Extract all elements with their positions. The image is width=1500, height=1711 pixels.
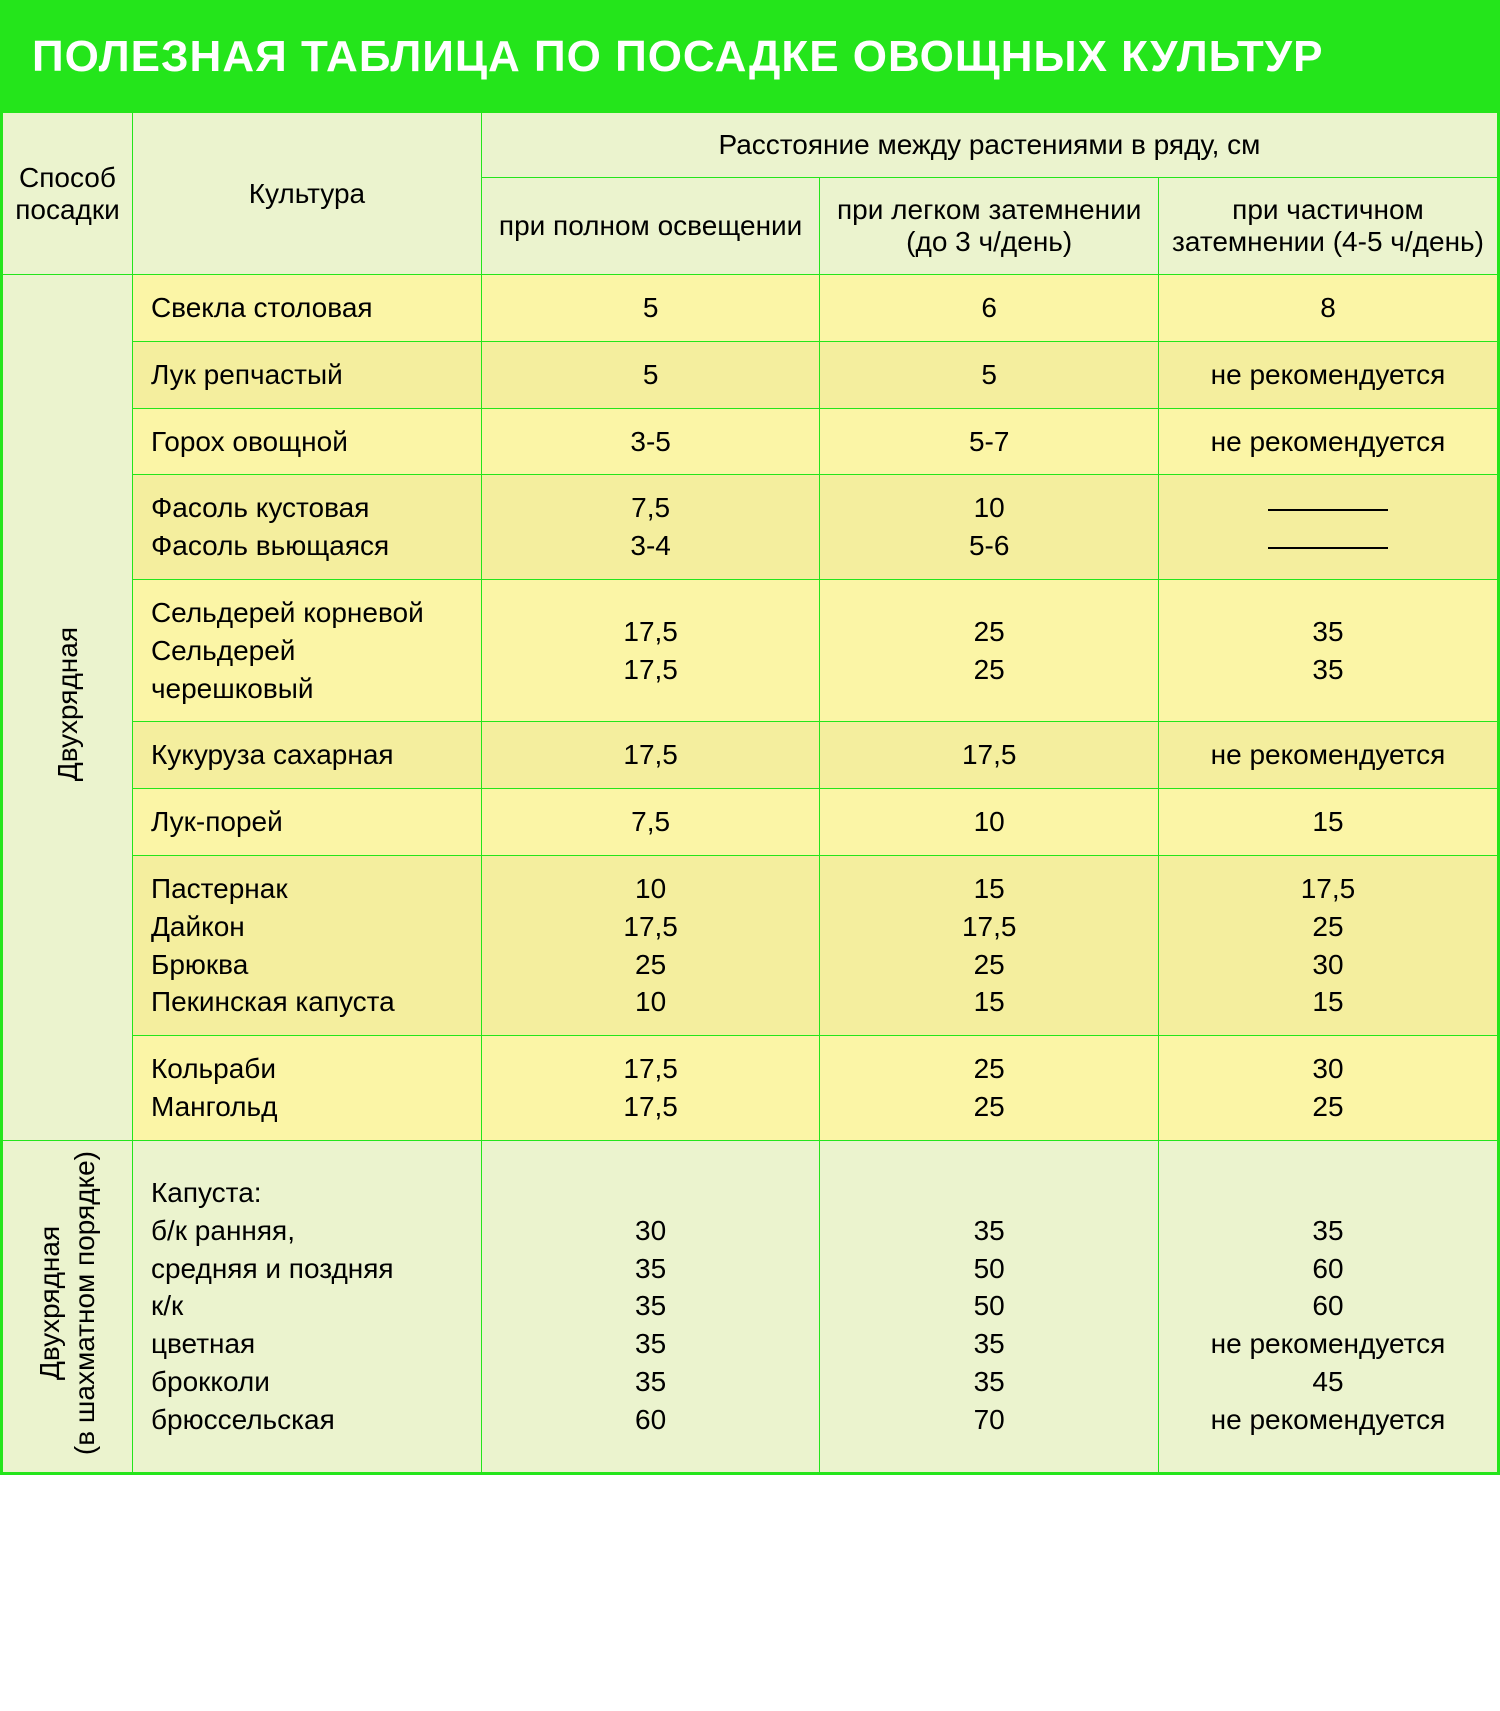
value-cell-1: 5 [481,341,820,408]
value-cell-3: не рекомендуется [1158,722,1497,789]
method-label: Двухрядная(в шахматном порядке) [32,1151,102,1455]
culture-cell: Сельдерей корневойСельдерей черешковый [132,579,481,721]
value-cell-1: 17,517,5 [481,579,820,721]
method-cell: Двухрядная(в шахматном порядке) [3,1140,133,1472]
table-row: Лук-порей7,51015 [3,789,1498,856]
culture-cell: КольрабиМангольд [132,1036,481,1141]
table-row: ПастернакДайконБрюкваПекинская капуста10… [3,855,1498,1035]
culture-cell: Горох овощной [132,408,481,475]
value-cell-2: 10 [820,789,1159,856]
culture-cell: Свекла столовая [132,275,481,342]
culture-cell: Кукуруза сахарная [132,722,481,789]
table-row: Фасоль кустоваяФасоль вьющаяся7,53-4105-… [3,475,1498,580]
table-header: Способ посадки Культура Расстояние между… [3,113,1498,275]
value-cell-2: 6 [820,275,1159,342]
header-method: Способ посадки [3,113,133,275]
table-row: Лук репчастый55не рекомендуется [3,341,1498,408]
value-cell-3 [1158,475,1497,580]
culture-cell: Лук-порей [132,789,481,856]
value-cell-3: не рекомендуется [1158,408,1497,475]
value-cell-3: 17,5253015 [1158,855,1497,1035]
value-cell-3: 3025 [1158,1036,1497,1141]
value-cell-2: 355050353570 [820,1140,1159,1472]
header-light-shade: при легком затемнении (до 3 ч/день) [820,178,1159,275]
table-row: Двухрядная(в шахматном порядке) Капуста:б… [3,1140,1498,1472]
table-row: КольрабиМангольд17,517,525253025 [3,1036,1498,1141]
value-cell-3: 3535 [1158,579,1497,721]
planting-table-page: ПОЛЕЗНАЯ ТАБЛИЦА ПО ПОСАДКЕ ОВОЩНЫХ КУЛЬ… [0,0,1500,1475]
value-cell-2: 5-7 [820,408,1159,475]
method-label: Двухрядная [50,627,85,781]
page-title: ПОЛЕЗНАЯ ТАБЛИЦА ПО ПОСАДКЕ ОВОЩНЫХ КУЛЬ… [32,32,1468,82]
method-cell: Двухрядная [3,275,133,1141]
value-cell-3: 8 [1158,275,1497,342]
value-cell-1: 1017,52510 [481,855,820,1035]
value-cell-1: 303535353560 [481,1140,820,1472]
table-row: Сельдерей корневойСельдерей черешковый17… [3,579,1498,721]
value-cell-2: 17,5 [820,722,1159,789]
value-cell-1: 3-5 [481,408,820,475]
value-cell-2: 105-6 [820,475,1159,580]
value-cell-3: не рекомендуется [1158,341,1497,408]
value-cell-3: 356060не рекомендуется45не рекомендуется [1158,1140,1497,1472]
table-row: Горох овощной3-55-7не рекомендуется [3,408,1498,475]
culture-cell: Лук репчастый [132,341,481,408]
value-cell-2: 1517,52515 [820,855,1159,1035]
value-cell-2: 5 [820,341,1159,408]
culture-cell: Фасоль кустоваяФасоль вьющаяся [132,475,481,580]
value-cell-2: 2525 [820,1036,1159,1141]
value-cell-1: 7,53-4 [481,475,820,580]
value-cell-1: 17,5 [481,722,820,789]
value-cell-1: 17,517,5 [481,1036,820,1141]
header-full-light: при полном освещении [481,178,820,275]
value-cell-1: 7,5 [481,789,820,856]
header-culture: Культура [132,113,481,275]
planting-table: Способ посадки Культура Расстояние между… [2,112,1498,1473]
value-cell-3: 15 [1158,789,1497,856]
header-partial-shade: при частичном затемнении (4-5 ч/день) [1158,178,1497,275]
value-cell-2: 2525 [820,579,1159,721]
table-row: ДвухряднаяСвекла столовая568 [3,275,1498,342]
table-body: ДвухряднаяСвекла столовая568Лук репчасты… [3,275,1498,1473]
value-cell-1: 5 [481,275,820,342]
header-spacing-group: Расстояние между растениями в ряду, см [481,113,1497,178]
table-row: Кукуруза сахарная17,517,5не рекомендуетс… [3,722,1498,789]
culture-cell: Капуста:б/к ранняя,средняя и поздняяк/кц… [132,1140,481,1472]
title-bar: ПОЛЕЗНАЯ ТАБЛИЦА ПО ПОСАДКЕ ОВОЩНЫХ КУЛЬ… [2,2,1498,112]
culture-cell: ПастернакДайконБрюкваПекинская капуста [132,855,481,1035]
